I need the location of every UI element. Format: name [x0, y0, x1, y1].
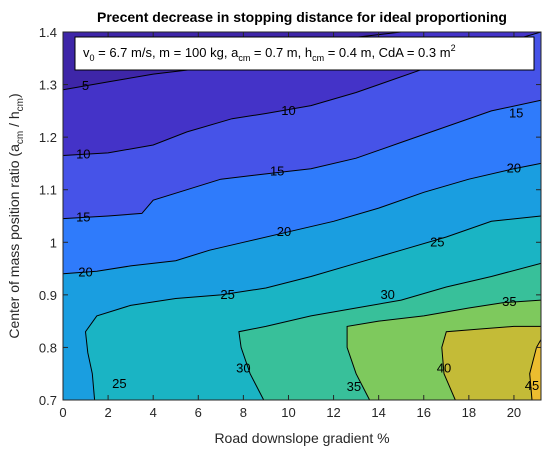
- x-tick-label: 10: [281, 405, 295, 420]
- contour-label: 15: [76, 210, 90, 225]
- contour-band-45: [529, 339, 541, 400]
- contour-label: 30: [236, 361, 250, 376]
- y-tick-label: 1.3: [39, 78, 57, 93]
- y-tick-label: 1.4: [39, 25, 57, 40]
- contour-label: 35: [347, 379, 361, 394]
- contour-label: 10: [76, 147, 90, 162]
- x-tick-label: 4: [150, 405, 157, 420]
- x-tick-label: 20: [507, 405, 521, 420]
- y-axis: 0.7 0.8 0.9 1 1.1 1.2 1.3 1.4: [39, 25, 541, 408]
- contour-label: 10: [281, 103, 295, 118]
- y-tick-label: 1: [50, 235, 57, 250]
- y-axis-label: Center of mass position ratio (acm / hcm…: [6, 93, 26, 338]
- x-tick-label: 6: [195, 405, 202, 420]
- contour-label: 5: [82, 78, 89, 93]
- contour-line-20: [63, 162, 541, 275]
- y-tick-label: 0.8: [39, 340, 57, 355]
- contour-label: 25: [112, 376, 126, 391]
- x-tick-label: 14: [371, 405, 385, 420]
- contour-label: 15: [270, 163, 284, 178]
- x-tick-label: 18: [462, 405, 476, 420]
- y-tick-label: 0.7: [39, 393, 57, 408]
- contour-line-30: [238, 262, 541, 400]
- chart-title: Precent decrease in stopping distance fo…: [97, 9, 507, 25]
- x-tick-label: 8: [240, 405, 247, 420]
- plot-frame: [62, 31, 542, 401]
- x-tick-label: 2: [104, 405, 111, 420]
- contour-labels: 5 10 15 10 15 20 15 20 25 20 25 30 35 25 30 35 40 45: [76, 78, 539, 394]
- parameter-annotation: v0 = 6.7 m/s, m = 100 kg, acm = 0.7 m, h…: [74, 36, 535, 71]
- x-tick-label: 16: [417, 405, 431, 420]
- contour-band-40: [441, 326, 541, 400]
- contour-label: 30: [380, 287, 394, 302]
- y-tick-label: 1.2: [39, 130, 57, 145]
- annotation-box: [74, 36, 535, 71]
- contour-line-45: [529, 339, 541, 400]
- contour-fills: [63, 32, 541, 400]
- x-axis-label: Road downslope gradient %: [214, 430, 389, 446]
- contour-label: 35: [502, 294, 516, 309]
- contour-label: 45: [525, 378, 539, 393]
- x-tick-label: 0: [59, 405, 66, 420]
- contour-label: 40: [437, 361, 451, 376]
- plot-area: 5 10 15 10 15 20 15 20 25 20 25 30 35 25 30 35 40 45: [62, 31, 542, 401]
- x-axis: 0 2 4 6 8 10 12 14 16 18 20: [59, 32, 521, 420]
- contour-line-15: [63, 99, 541, 220]
- x-tick-label: 12: [326, 405, 340, 420]
- contour-label: 20: [277, 224, 291, 239]
- contour-line-25: [84, 215, 541, 400]
- contour-line-35: [346, 299, 541, 400]
- contour-label: 20: [507, 161, 521, 176]
- y-tick-label: 1.1: [39, 183, 57, 198]
- contour-label: 25: [430, 234, 444, 249]
- contour-label: 20: [78, 264, 92, 279]
- contour-label: 25: [220, 287, 234, 302]
- contour-label: 15: [509, 106, 523, 121]
- annotation-text: v0 = 6.7 m/s, m = 100 kg, acm = 0.7 m, h…: [83, 43, 456, 63]
- y-tick-label: 0.9: [39, 288, 57, 303]
- contour-line-40: [441, 325, 541, 400]
